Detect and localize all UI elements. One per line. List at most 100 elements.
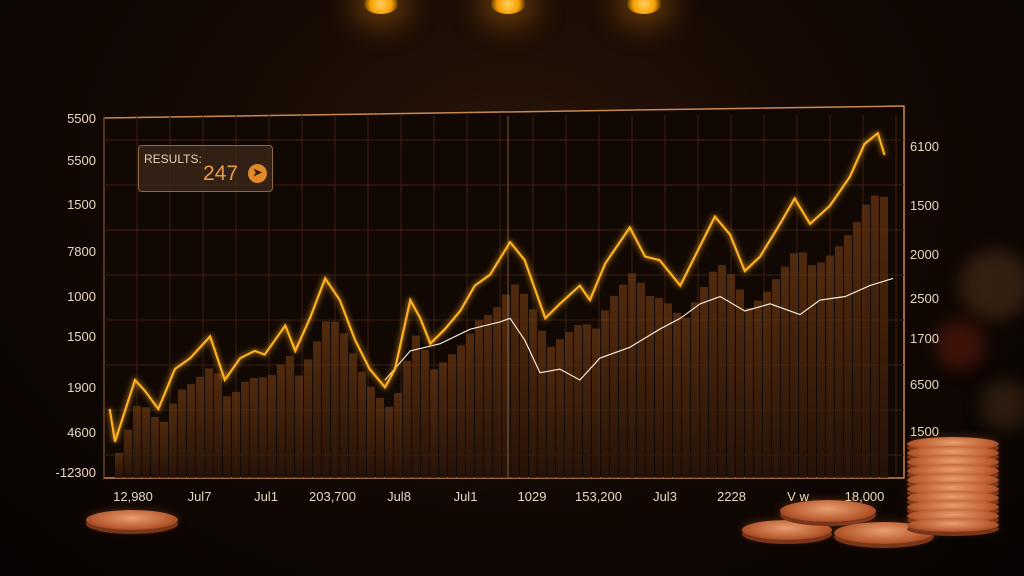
bar (502, 294, 510, 478)
x-tick-label: 203,700 (309, 489, 356, 504)
bar (169, 403, 177, 478)
poker-chip (86, 510, 178, 530)
bar (232, 391, 240, 478)
y-left-tick-label: 1500 (67, 329, 96, 344)
bar (619, 284, 627, 478)
poker-chip (834, 522, 934, 544)
bar (799, 252, 807, 478)
bar (160, 421, 168, 478)
bar (178, 389, 186, 478)
bar (871, 195, 879, 478)
bar (358, 371, 366, 478)
poker-chip (780, 500, 876, 522)
bar (385, 406, 393, 478)
y-left-tick-label: 1900 (67, 380, 96, 395)
spotlight (491, 0, 525, 14)
y-left-tick-label: 4600 (67, 425, 96, 440)
y-left-tick-label: 5500 (67, 111, 96, 126)
bar (493, 307, 501, 478)
x-tick-label: 18,000 (844, 489, 885, 504)
bar (295, 375, 303, 478)
bar (259, 377, 267, 478)
y-left-tick-label: 5500 (67, 153, 96, 168)
y-right-tick-label: 2500 (910, 291, 939, 306)
bar (241, 381, 249, 478)
bar (718, 264, 726, 478)
bar (853, 221, 861, 478)
bar (673, 312, 681, 478)
x-tick-label: Jul8 (387, 489, 411, 504)
bar (736, 289, 744, 478)
results-box: RESULTS: 247 ➤ (138, 145, 273, 192)
results-value: 247 (203, 162, 239, 185)
bar (817, 262, 825, 478)
bar (592, 328, 600, 478)
bar (268, 375, 276, 478)
spotlight (364, 0, 398, 14)
bar (151, 416, 159, 478)
bar (574, 325, 582, 478)
bar (286, 355, 294, 478)
bar (376, 397, 384, 478)
y-left-tick-label: 1000 (67, 289, 96, 304)
bar (313, 341, 321, 478)
bar (637, 282, 645, 478)
y-right-tick-label: 6500 (910, 377, 939, 392)
bar (655, 297, 663, 478)
y-right-tick-label: 1500 (910, 424, 939, 439)
x-tick-label: 153,200 (575, 489, 622, 504)
bar (421, 349, 429, 478)
bar (862, 204, 870, 478)
bar (223, 396, 231, 478)
y-right-tick-label: 1500 (910, 198, 939, 213)
bar (745, 307, 753, 478)
bar (700, 286, 708, 478)
bar (115, 452, 123, 478)
x-tick-label: 1029 (517, 489, 547, 504)
bokeh-light (935, 320, 985, 370)
x-tick-label: Jul7 (187, 489, 212, 504)
results-label: RESULTS: (144, 152, 202, 166)
bar (790, 253, 798, 478)
bar (781, 266, 789, 478)
y-left-tick-label: 7800 (67, 244, 96, 259)
x-tick-label: Jul1 (453, 489, 478, 504)
bar (322, 321, 330, 478)
bar (538, 330, 546, 478)
bar (826, 255, 834, 478)
bar (565, 331, 573, 478)
bar (475, 320, 483, 478)
poker-chip (742, 520, 832, 540)
bar (844, 235, 852, 478)
x-tick-label: Jul1 (254, 489, 278, 504)
bar (214, 373, 222, 478)
bar (520, 293, 528, 478)
bar (484, 314, 492, 478)
bokeh-light (960, 250, 1024, 320)
bar (646, 295, 654, 478)
bar (331, 321, 339, 478)
main-series-line (108, 131, 886, 443)
y-right-tick-label: 1700 (910, 331, 939, 346)
bar (124, 429, 132, 478)
x-tick-label: 2228 (717, 489, 746, 504)
bar (610, 295, 618, 478)
bar (727, 274, 735, 478)
y-left-tick-label: -12300 (55, 465, 96, 480)
bar (205, 368, 213, 478)
arrow-right-icon[interactable]: ➤ (248, 164, 267, 183)
bars (115, 195, 888, 478)
bar (196, 376, 204, 478)
bar (250, 377, 258, 478)
bar (367, 386, 375, 478)
spotlight (627, 0, 661, 14)
bar (277, 364, 285, 478)
bar (403, 360, 411, 478)
bar (133, 405, 141, 478)
y-right-tick-label: 6100 (910, 139, 939, 154)
y-left-tick-label: 1500 (67, 197, 96, 212)
bar (628, 273, 636, 478)
bar (187, 384, 195, 478)
bar (709, 271, 717, 478)
bar (754, 300, 762, 478)
